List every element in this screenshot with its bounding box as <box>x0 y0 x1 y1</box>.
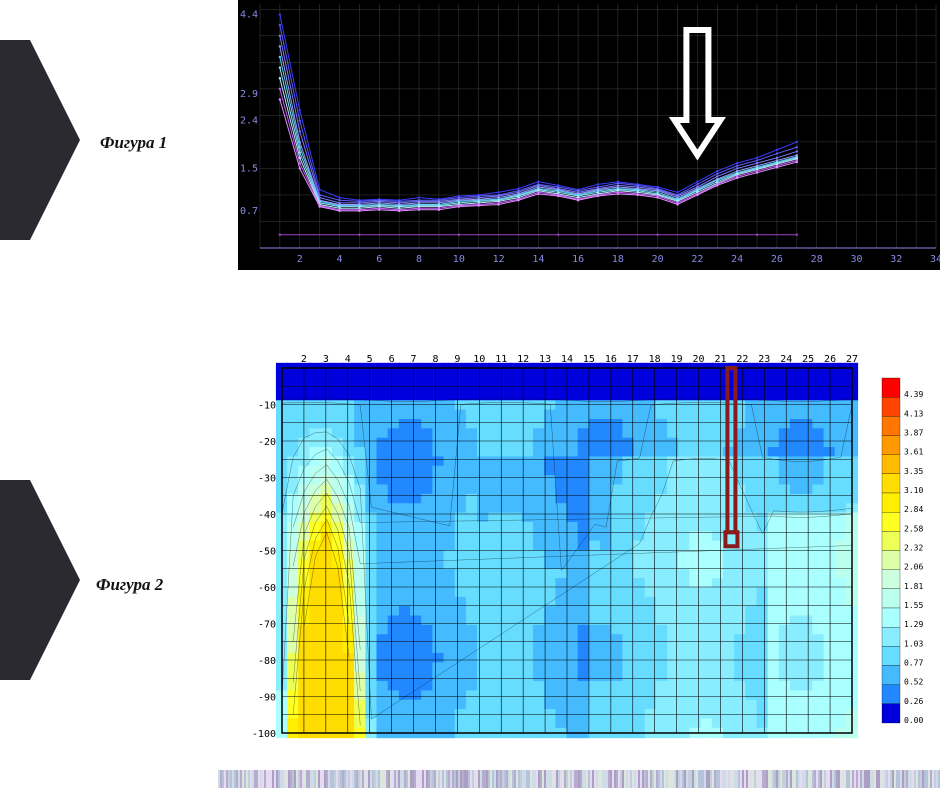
svg-text:25: 25 <box>802 354 814 365</box>
svg-text:1.03: 1.03 <box>904 639 923 648</box>
figure-1-label: Фигура 1 <box>100 133 167 153</box>
noise-strip <box>218 770 940 788</box>
svg-text:3.35: 3.35 <box>904 467 923 476</box>
svg-text:3: 3 <box>323 354 329 365</box>
svg-text:14: 14 <box>532 254 544 265</box>
svg-text:1.81: 1.81 <box>904 582 923 591</box>
svg-text:6: 6 <box>376 254 382 265</box>
svg-text:24: 24 <box>731 254 743 265</box>
svg-text:8: 8 <box>416 254 422 265</box>
svg-text:22: 22 <box>691 254 703 265</box>
svg-text:-60: -60 <box>258 583 276 594</box>
svg-text:15: 15 <box>583 354 595 365</box>
svg-text:3.87: 3.87 <box>904 429 923 438</box>
svg-text:2.84: 2.84 <box>904 505 923 514</box>
svg-text:0.77: 0.77 <box>904 659 923 668</box>
svg-text:28: 28 <box>811 254 823 265</box>
svg-text:18: 18 <box>612 254 624 265</box>
svg-text:6: 6 <box>389 354 395 365</box>
svg-text:2.4: 2.4 <box>240 116 258 127</box>
deco-arrow-2 <box>0 480 80 680</box>
svg-text:8: 8 <box>432 354 438 365</box>
svg-text:-40: -40 <box>258 510 276 521</box>
svg-text:18: 18 <box>649 354 661 365</box>
svg-text:4: 4 <box>337 254 343 265</box>
svg-text:13: 13 <box>539 354 551 365</box>
svg-text:22: 22 <box>736 354 748 365</box>
svg-text:23: 23 <box>758 354 770 365</box>
svg-text:20: 20 <box>652 254 664 265</box>
svg-text:5: 5 <box>367 354 373 365</box>
svg-text:21: 21 <box>714 354 726 365</box>
svg-text:4.39: 4.39 <box>904 390 923 399</box>
svg-text:2.58: 2.58 <box>904 524 923 533</box>
svg-text:3.61: 3.61 <box>904 448 923 457</box>
svg-text:2: 2 <box>297 254 303 265</box>
svg-text:2.32: 2.32 <box>904 544 923 553</box>
svg-text:26: 26 <box>824 354 836 365</box>
svg-text:24: 24 <box>780 354 792 365</box>
svg-text:-70: -70 <box>258 620 276 631</box>
svg-text:2: 2 <box>301 354 307 365</box>
chart-2: 2345678910111213141516171819202122232425… <box>238 348 940 743</box>
svg-text:32: 32 <box>890 254 902 265</box>
chart-1: 0.71.52.42.94.42468101214161820222426283… <box>238 0 940 270</box>
svg-text:0.52: 0.52 <box>904 678 923 687</box>
svg-text:4.13: 4.13 <box>904 409 923 418</box>
svg-text:3.10: 3.10 <box>904 486 923 495</box>
svg-text:1.55: 1.55 <box>904 601 923 610</box>
svg-text:16: 16 <box>572 254 584 265</box>
svg-text:26: 26 <box>771 254 783 265</box>
svg-text:1.29: 1.29 <box>904 620 923 629</box>
svg-text:19: 19 <box>671 354 683 365</box>
svg-text:0.26: 0.26 <box>904 697 923 706</box>
svg-text:10: 10 <box>453 254 465 265</box>
svg-text:-50: -50 <box>258 547 276 558</box>
svg-text:16: 16 <box>605 354 617 365</box>
svg-text:34: 34 <box>930 254 940 265</box>
svg-text:2.06: 2.06 <box>904 563 923 572</box>
deco-arrow-1 <box>0 40 80 240</box>
svg-text:20: 20 <box>693 354 705 365</box>
svg-text:1.5: 1.5 <box>240 163 258 174</box>
svg-text:-10: -10 <box>258 401 276 412</box>
svg-text:17: 17 <box>627 354 639 365</box>
svg-text:27: 27 <box>846 354 858 365</box>
svg-text:-80: -80 <box>258 656 276 667</box>
svg-text:11: 11 <box>495 354 507 365</box>
svg-text:4: 4 <box>345 354 351 365</box>
figure-2-label: Фигура 2 <box>96 575 163 595</box>
svg-text:-30: -30 <box>258 474 276 485</box>
svg-text:12: 12 <box>493 254 505 265</box>
svg-text:9: 9 <box>454 354 460 365</box>
svg-text:-20: -20 <box>258 437 276 448</box>
svg-text:-90: -90 <box>258 693 276 704</box>
svg-text:12: 12 <box>517 354 529 365</box>
svg-text:14: 14 <box>561 354 573 365</box>
svg-text:2.9: 2.9 <box>240 89 258 100</box>
svg-text:0.00: 0.00 <box>904 716 923 725</box>
svg-text:10: 10 <box>473 354 485 365</box>
svg-text:4.4: 4.4 <box>240 10 258 21</box>
svg-text:30: 30 <box>850 254 862 265</box>
svg-text:0.7: 0.7 <box>240 206 258 217</box>
svg-text:-100: -100 <box>252 729 276 740</box>
svg-text:7: 7 <box>411 354 417 365</box>
